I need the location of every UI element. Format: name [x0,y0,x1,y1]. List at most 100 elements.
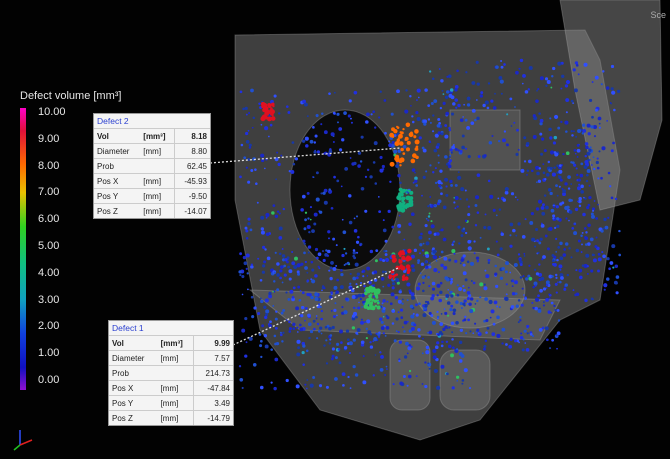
defect-dot [392,282,395,285]
defect-dot [417,259,420,262]
defect-dot [555,238,557,240]
defect-dot [305,137,309,141]
defect-dot [263,105,266,108]
defect-dot [576,64,579,67]
defect-dot [402,299,404,301]
defect-dot [496,215,498,217]
defect-dot [286,379,289,382]
defect-dot [421,195,423,197]
defect-dot [543,301,545,303]
defect-dot [408,375,412,379]
defect-dot [249,144,252,147]
defect-dot [560,276,564,280]
defect-dot [279,252,282,255]
defect-dot [382,165,385,168]
defect-dot [382,259,385,262]
defect-dot [566,151,570,155]
defect-dot [348,114,351,117]
defect-dot [427,104,430,107]
defect-dot [601,146,605,150]
defect-dot [515,153,518,156]
defect-dot [307,314,311,318]
defect-dot [345,297,348,300]
defect-dot [521,304,524,307]
defect-dot [591,164,593,166]
defect-dot [323,344,325,346]
row-label: Pos Y [94,189,140,204]
defect-dot [518,299,521,302]
defect-dot [313,151,316,154]
defect-dot [578,269,582,273]
defect-dot [428,231,432,235]
defect-dot [435,167,437,169]
defect-dot [465,71,467,73]
row-label: Pos Y [109,396,158,411]
defect-dot [590,125,593,128]
defect-dot [253,363,257,367]
defect-dot [277,211,279,213]
defect-dot [493,209,496,212]
defect-dot [531,212,534,215]
defect-dot [408,223,411,226]
defect-dot [287,298,290,301]
defect-dot [584,165,588,169]
defect-dot [552,173,556,177]
row-unit: [mm³] [140,129,175,144]
defect-dot [485,319,488,322]
defect-dot [447,328,449,330]
defect-dot [488,82,490,84]
defect-dot [465,278,468,281]
defect-dot [288,269,292,273]
defect-dot [308,251,310,253]
defect-dot [358,294,362,298]
defect-dot [321,333,323,335]
defect-dot [400,148,404,152]
defect-dot [448,75,451,78]
defect-dot [427,362,429,364]
defect-dot [341,138,344,141]
defect-dot [465,232,467,234]
defect-dot [366,113,370,117]
defect-dot [266,113,269,116]
defect-dot [455,196,459,200]
defect-dot [333,286,337,290]
defect-dot [422,313,426,317]
row-value: 7.57 [194,351,233,366]
row-label: Vol [94,129,140,144]
defect-dot [428,265,431,268]
defect-dot [446,294,450,298]
defect-dot [468,246,472,250]
defect-dot [333,112,336,115]
defect-dot [243,256,246,259]
defect-dot [349,99,352,102]
defect-dot [460,234,463,237]
defect-dot [296,353,300,357]
defect-dot [330,261,334,265]
defect-dot [428,285,430,287]
defect-dot [351,122,353,124]
defect-dot [324,201,328,205]
defect-dot [436,341,439,344]
defect-dot [611,196,614,199]
defect-dot [355,263,359,267]
defect-dot [303,240,306,243]
defect-dot [591,116,594,119]
defect-dot [255,182,258,185]
defect-dot [451,331,453,333]
defect-dot [241,144,244,147]
defect-dot [525,90,529,94]
defect-dot [407,352,409,354]
defect-dot [417,89,421,93]
defect-dot [425,170,427,172]
defect-dot [491,332,495,336]
defect-dot [274,358,278,362]
defect-dot [327,230,330,233]
defect-dot [506,113,508,115]
defect-dot [557,281,559,283]
defect-dot [577,186,581,190]
defect-dot [320,318,323,321]
defect-dot [422,304,425,307]
defect-dot [511,192,514,195]
defect-dot [396,330,398,332]
defect-dot [239,378,243,382]
